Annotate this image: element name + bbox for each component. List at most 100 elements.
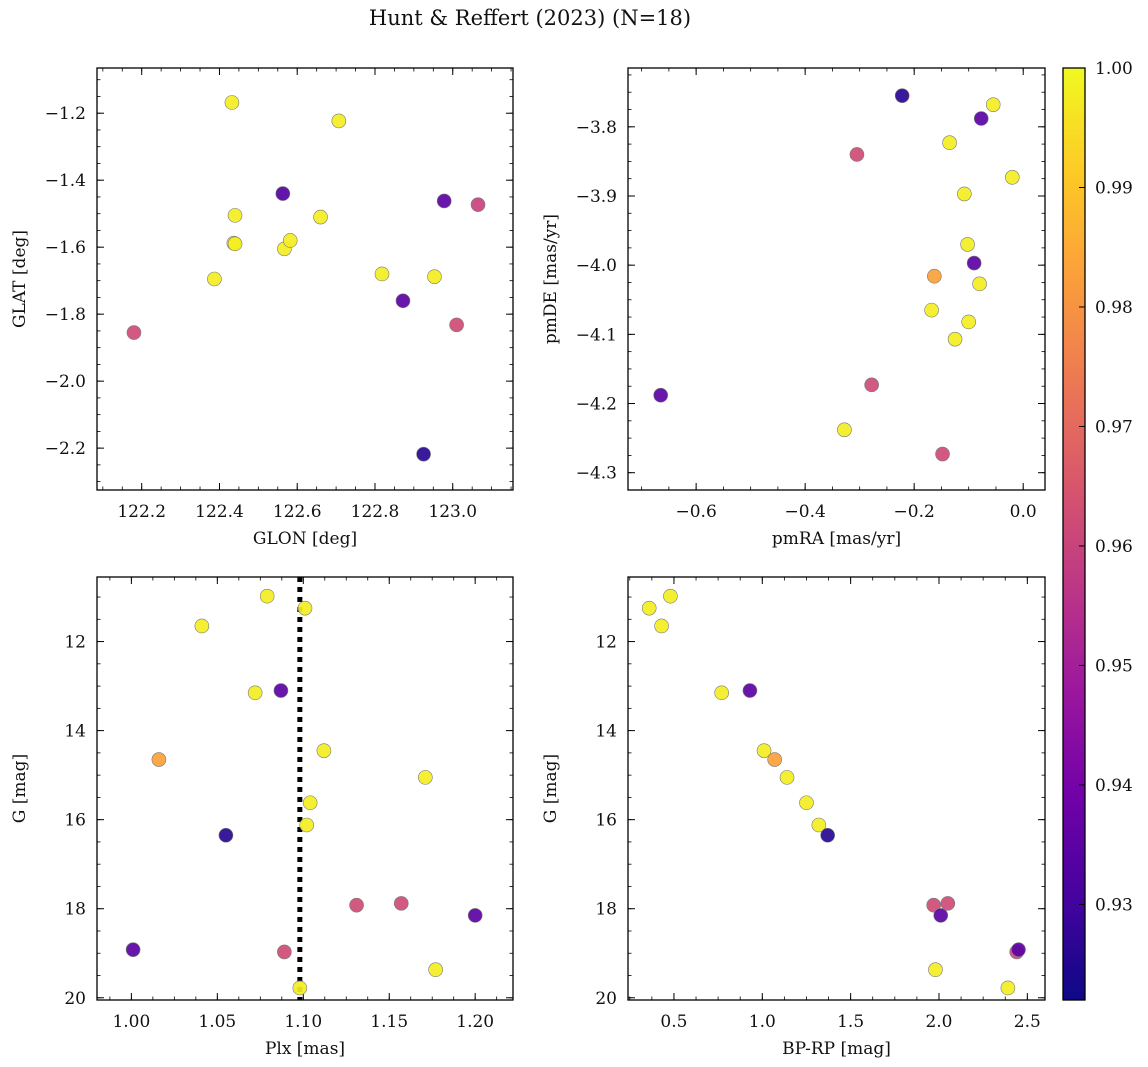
x-tick-label: 0.5 <box>660 1012 687 1032</box>
y-tick-label: −3.8 <box>576 118 617 138</box>
data-point <box>820 827 835 843</box>
y-tick-label: 12 <box>595 633 617 653</box>
x-tick-label: 1.10 <box>284 1012 322 1032</box>
data-point <box>470 197 486 212</box>
y-axis-label: GLAT [deg] <box>10 230 30 328</box>
x-axis-label: pmRA [mas/yr] <box>772 529 901 549</box>
data-point <box>947 331 963 347</box>
data-point <box>467 908 483 923</box>
data-point <box>374 266 390 282</box>
data-point <box>973 111 989 126</box>
data-point <box>126 325 142 340</box>
data-point <box>151 752 167 767</box>
data-point <box>302 795 318 811</box>
y-tick-label: −2.2 <box>45 439 86 459</box>
data-point <box>714 685 729 701</box>
data-point <box>811 817 827 833</box>
y-tick-label: −1.6 <box>45 238 86 258</box>
panel-2: −0.6 −0.4 −0.2 0.0 −4.3 −4.2 −4.1 −4.0 −3.9 −3.8 p… <box>541 67 1046 549</box>
data-point <box>1000 980 1016 996</box>
data-point <box>1004 170 1020 185</box>
x-tick-label: 1.5 <box>837 1012 864 1032</box>
data-point <box>654 618 669 634</box>
data-point <box>207 271 222 287</box>
y-tick-label: −4.0 <box>576 256 617 276</box>
data-point <box>1011 942 1026 957</box>
data-point <box>799 795 814 811</box>
colorbar-tick-label: 0.96 <box>1095 537 1133 557</box>
data-point <box>275 186 291 201</box>
data-point <box>427 269 442 284</box>
colorbar-tick-label: 0.99 <box>1095 178 1133 198</box>
data-point <box>837 422 852 438</box>
data-point <box>927 268 942 284</box>
data-point <box>436 193 452 209</box>
colorbar-tick-label: 0.95 <box>1095 656 1133 676</box>
data-point <box>273 683 289 698</box>
data-point <box>985 97 1001 112</box>
y-tick-label: −4.1 <box>576 325 617 345</box>
x-tick-label: 1.00 <box>112 1012 150 1032</box>
colorbar: 0.93 0.94 0.95 0.96 0.97 0.98 0.99 1.00 <box>1062 59 1133 1001</box>
colorbar-tick-label: 0.93 <box>1095 895 1133 915</box>
data-point <box>942 135 957 151</box>
figure-title: Hunt & Reffert (2023) (N=18) <box>368 6 692 30</box>
data-point <box>227 208 243 223</box>
data-point <box>297 600 313 616</box>
data-point <box>960 237 975 252</box>
data-point <box>894 88 910 103</box>
data-point <box>395 293 411 309</box>
y-tick-label: 12 <box>64 633 86 653</box>
x-tick-label: 2.0 <box>925 1012 952 1032</box>
data-point <box>961 314 976 330</box>
x-tick-label: 122.2 <box>117 502 166 522</box>
data-point <box>935 446 950 462</box>
data-point <box>767 752 782 767</box>
x-tick-label: 1.05 <box>198 1012 236 1032</box>
y-axis-label: G [mag] <box>541 754 561 823</box>
panel-3: 1.00 1.05 1.10 1.15 1.20 12 14 16 18 20 Plx [mas] G… <box>10 576 514 1059</box>
plot-frame <box>627 67 1046 491</box>
y-tick-label: −4.2 <box>576 395 617 415</box>
x-tick-label: 1.0 <box>749 1012 776 1032</box>
x-tick-label: 122.8 <box>351 502 400 522</box>
data-point <box>316 743 332 758</box>
x-axis-label: Plx [mas] <box>265 1039 345 1059</box>
y-axis-label: G [mag] <box>10 754 30 823</box>
y-tick-label: −1.8 <box>45 305 86 325</box>
data-point <box>928 962 943 978</box>
data-point <box>125 942 141 957</box>
data-point <box>393 896 409 911</box>
data-point <box>742 683 758 698</box>
x-axis-label: BP-RP [mag] <box>782 1039 891 1059</box>
y-tick-label: 20 <box>595 989 617 1009</box>
x-tick-label: −0.6 <box>675 502 716 522</box>
panel-1: 122.2 122.4 122.6 122.8 123.0 −2.2 −2.0 −1.8 −1.… <box>10 67 514 549</box>
colorbar-tick-label: 0.97 <box>1095 417 1133 437</box>
data-point <box>641 600 657 616</box>
data-point <box>292 980 308 996</box>
y-tick-label: 14 <box>64 722 86 742</box>
data-point <box>428 962 443 978</box>
plot-frame <box>627 576 1046 1001</box>
data-point <box>940 896 956 911</box>
colorbar-tick-label: 0.98 <box>1095 298 1133 318</box>
data-point <box>247 685 263 701</box>
x-tick-label: −0.4 <box>785 502 826 522</box>
data-point <box>299 817 315 833</box>
x-tick-label: −0.2 <box>894 502 935 522</box>
data-point <box>966 255 982 271</box>
data-point <box>972 276 987 292</box>
y-tick-label: −4.3 <box>576 464 617 484</box>
data-point <box>957 186 972 202</box>
colorbar-tick-label: 0.94 <box>1095 776 1133 796</box>
x-tick-label: 1.20 <box>456 1012 494 1032</box>
data-point <box>864 377 879 393</box>
data-point <box>779 770 795 785</box>
data-point <box>227 236 243 252</box>
data-point <box>313 209 328 225</box>
y-tick-label: 14 <box>595 722 617 742</box>
x-tick-label: 123.0 <box>428 502 477 522</box>
data-point <box>418 770 433 785</box>
